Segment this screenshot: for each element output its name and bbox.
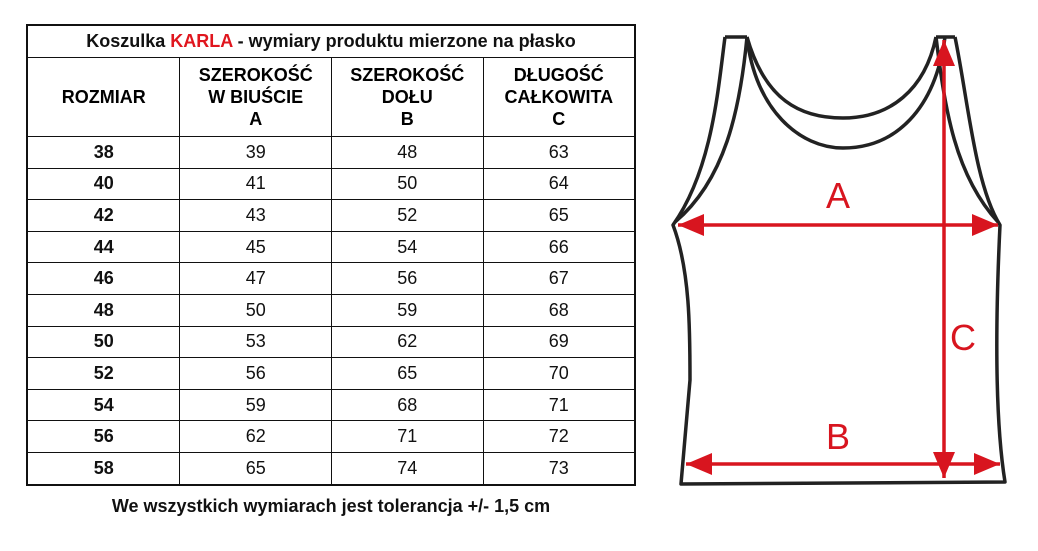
size-cell: 40 — [26, 167, 181, 201]
header-line: W BIUŚCIE — [208, 87, 304, 107]
column-header: SZEROKOŚĆ DOŁU B — [331, 57, 484, 137]
column-header: SZEROKOŚĆ W BIUŚCIE A — [179, 57, 332, 137]
measurement-cell: 56 — [179, 357, 332, 390]
header-line: B — [400, 109, 414, 129]
measurement-cell: 62 — [331, 325, 484, 359]
table-row: 42 43 52 65 — [26, 199, 636, 232]
column-header: DŁUGOŚĆ CAŁKOWITA C — [482, 57, 636, 137]
label-b: B — [826, 416, 850, 457]
measurement-arrows — [678, 40, 1000, 478]
table-row: 50 53 62 69 — [26, 325, 636, 359]
size-table: Koszulka KARLA - wymiary produktu mierzo… — [26, 24, 636, 486]
header-line: CAŁKOWITA — [504, 87, 614, 107]
measurement-cell: 50 — [179, 293, 332, 327]
measurement-cell: 68 — [331, 388, 484, 422]
size-cell: 38 — [26, 136, 181, 169]
measurement-cell: 48 — [331, 136, 484, 169]
table-row: 54 59 68 71 — [26, 388, 636, 422]
measurement-cell: 50 — [331, 167, 484, 201]
label-c: C — [950, 317, 976, 358]
header-line: DŁUGOŚĆ — [513, 65, 604, 85]
column-header: ROZMIAR — [26, 57, 181, 137]
measurement-cell: 68 — [482, 293, 636, 327]
measurement-cell: 56 — [331, 262, 484, 295]
table-body: 38 39 48 63 40 41 50 64 42 43 52 65 44 45 54 66 46 47 56 67… — [26, 136, 636, 486]
size-cell: 56 — [26, 420, 181, 453]
table-row: 38 39 48 63 — [26, 136, 636, 169]
table-row: 58 65 74 73 — [26, 451, 636, 486]
header-line: SZEROKOŚĆ — [198, 65, 313, 85]
measurement-cell: 65 — [179, 451, 332, 486]
header-row: ROZMIAR SZEROKOŚĆ W BIUŚCIE A SZEROKOŚĆ DOŁU B… — [26, 57, 636, 137]
size-cell: 54 — [26, 388, 181, 422]
label-a: A — [826, 175, 850, 216]
measurement-cell: 47 — [179, 262, 332, 295]
header-line: A — [249, 109, 263, 129]
size-cell: 58 — [26, 451, 181, 486]
size-cell: 46 — [26, 262, 181, 295]
header-line: C — [552, 109, 566, 129]
measurement-cell: 67 — [482, 262, 636, 295]
measurement-cell: 41 — [179, 167, 332, 201]
header-line: DOŁU — [381, 87, 433, 107]
measurement-cell: 65 — [482, 199, 636, 232]
measurement-cell: 52 — [331, 199, 484, 232]
measurement-cell: 39 — [179, 136, 332, 169]
measurement-cell: 73 — [482, 451, 636, 486]
tank-top-outline — [671, 35, 1007, 486]
measurement-cell: 54 — [331, 230, 484, 264]
measurement-cell: 69 — [482, 325, 636, 359]
measurement-cell: 74 — [331, 451, 484, 486]
measurement-cell: 65 — [331, 357, 484, 390]
table-row: 56 62 71 72 — [26, 420, 636, 453]
measurement-cell: 72 — [482, 420, 636, 453]
measurement-cell: 70 — [482, 357, 636, 390]
product-name: KARLA — [170, 31, 233, 51]
header-line: SZEROKOŚĆ — [350, 65, 465, 85]
header-line: ROZMIAR — [61, 87, 146, 107]
measurement-cell: 71 — [482, 388, 636, 422]
table-row: 46 47 56 67 — [26, 262, 636, 295]
measurement-cell: 66 — [482, 230, 636, 264]
measurement-cell: 62 — [179, 420, 332, 453]
size-cell: 44 — [26, 230, 181, 264]
tolerance-note: We wszystkich wymiarach jest tolerancja … — [111, 496, 551, 516]
measurement-cell: 63 — [482, 136, 636, 169]
measurement-cell: 43 — [179, 199, 332, 232]
